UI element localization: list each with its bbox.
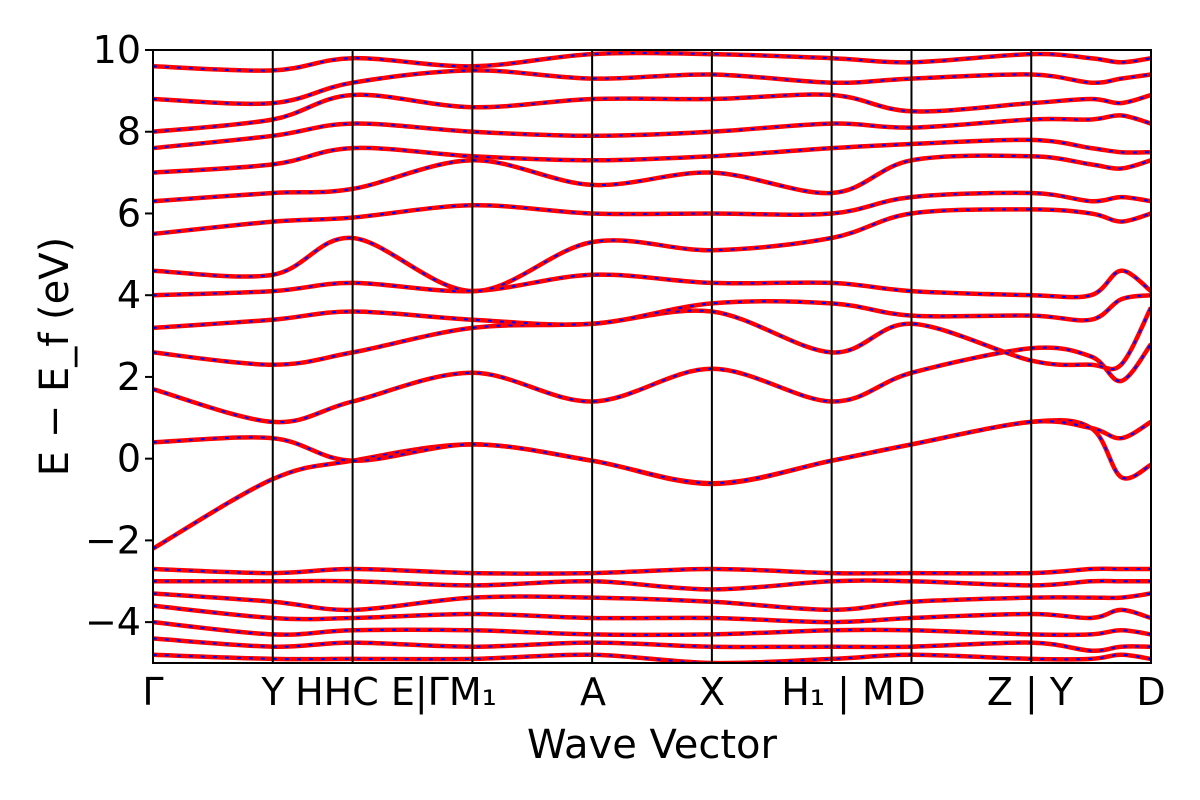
x-tick-label: X xyxy=(699,670,725,714)
x-tick-label: HHC E|ΓM₁ xyxy=(295,670,497,715)
band-line-dashed xyxy=(153,93,1151,133)
band-line xyxy=(153,578,1151,592)
x-tick-label: A xyxy=(580,670,606,714)
band-line xyxy=(153,603,1151,625)
x-tick-label: Y xyxy=(260,670,285,714)
band-line xyxy=(153,566,1151,576)
y-tick-label: 6 xyxy=(117,191,141,235)
band-line-dashed xyxy=(153,420,1151,485)
band-line xyxy=(153,92,1151,134)
band-line-dashed xyxy=(153,138,1151,174)
band-line xyxy=(153,652,1151,663)
x-axis-label: Wave Vector xyxy=(527,722,778,768)
y-tick-label: 2 xyxy=(117,355,141,399)
band-line-dashed xyxy=(153,269,1151,299)
band-line xyxy=(153,417,1151,551)
x-tick-label: Z | Y xyxy=(987,670,1074,715)
band-line xyxy=(153,342,1151,425)
y-tick-label: 0 xyxy=(117,437,141,481)
kpoint-lines-layer xyxy=(271,50,1033,663)
bands-layer xyxy=(153,50,1151,663)
x-tick-label: Γ xyxy=(142,670,163,714)
band-line-dashed xyxy=(153,191,1151,235)
y-axis-label: E − E_f (eV) xyxy=(32,237,78,476)
y-tick-label: 4 xyxy=(117,273,141,317)
y-ticks: −4 −2 0 2 4 6 8 10 xyxy=(85,28,153,644)
band-line-dashed xyxy=(153,592,1151,611)
plot-frame xyxy=(152,49,1152,664)
band-line xyxy=(153,591,1151,613)
band-line xyxy=(153,636,1151,654)
band-line-dashed xyxy=(153,114,1151,150)
x-tick-label: H₁ | M xyxy=(781,670,895,715)
y-tick-label: 8 xyxy=(117,110,141,154)
x-tick-label: D xyxy=(896,670,925,714)
band-line xyxy=(153,50,1151,73)
band-line xyxy=(153,113,1151,151)
y-tick-label: −2 xyxy=(85,518,141,562)
band-line-dashed xyxy=(153,69,1151,105)
band-line xyxy=(153,292,1151,331)
band-line xyxy=(153,306,1151,372)
band-line xyxy=(153,268,1151,300)
band-line xyxy=(153,619,1151,638)
band-line xyxy=(153,190,1151,237)
x-tick-label: D xyxy=(1136,670,1165,714)
band-line-dashed xyxy=(153,419,1151,550)
band-line-dashed xyxy=(153,154,1151,203)
y-tick-label: 10 xyxy=(93,28,141,72)
band-line-dashed xyxy=(153,294,1151,329)
y-tick-label: −4 xyxy=(85,600,141,644)
band-line-dashed xyxy=(153,51,1151,72)
